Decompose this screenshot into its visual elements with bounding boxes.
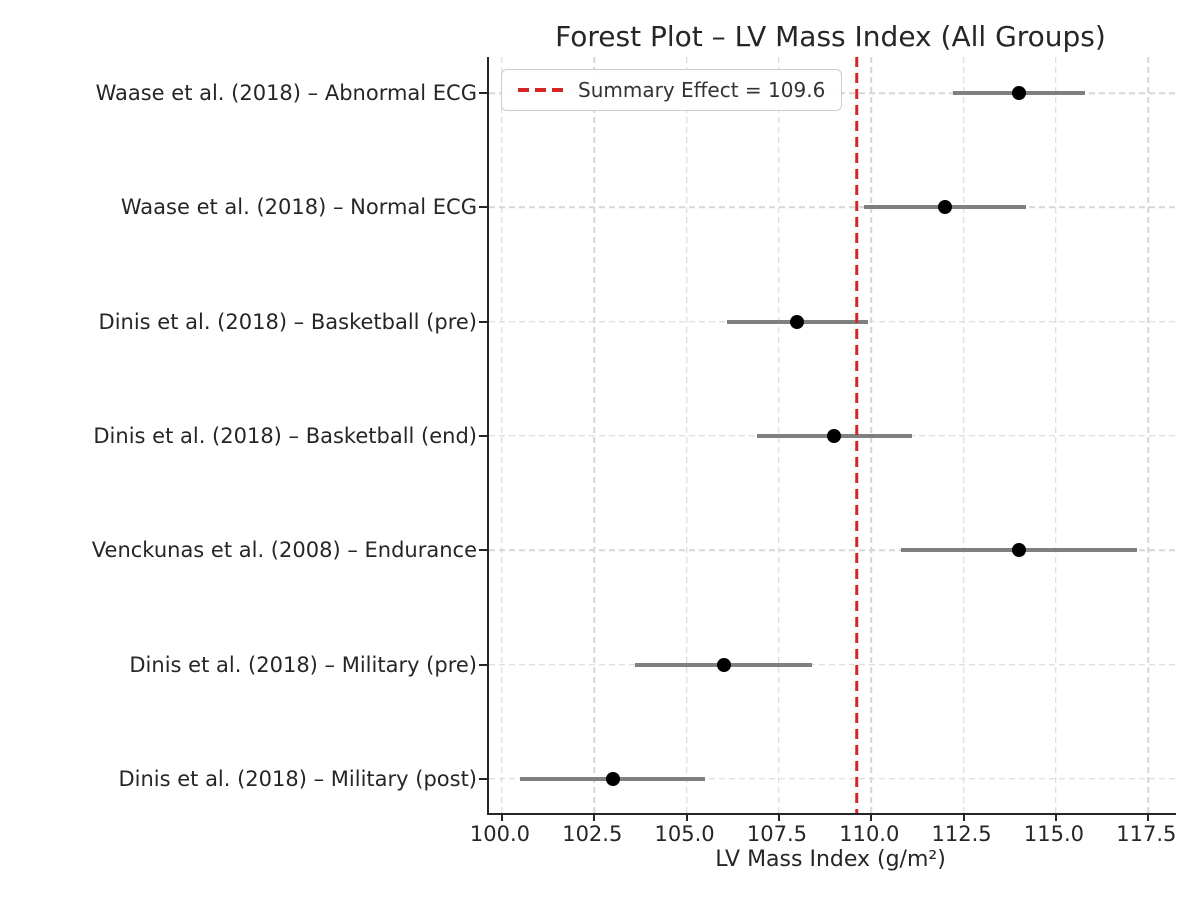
- x-tick-label: 110.0: [839, 822, 900, 846]
- summary-effect-line: [854, 57, 859, 813]
- y-tick-mark: [479, 206, 487, 209]
- mean-marker: [827, 428, 842, 443]
- x-tick-label: 102.5: [562, 822, 623, 846]
- x-tick-mark: [685, 813, 688, 821]
- mean-marker: [938, 200, 953, 215]
- v-gridline: [962, 57, 965, 813]
- x-tick-label: 107.5: [746, 822, 807, 846]
- summary-line-legend-swatch: [518, 88, 563, 92]
- x-tick-mark: [500, 813, 503, 821]
- y-tick-mark: [479, 663, 487, 666]
- study-label: Dinis et al. (2018) – Military (post): [118, 766, 477, 791]
- x-tick-label: 115.0: [1023, 822, 1085, 846]
- x-tick-mark: [962, 813, 965, 821]
- study-label: Dinis et al. (2018) – Military (pre): [129, 652, 477, 677]
- x-tick-mark: [593, 813, 596, 821]
- h-gridline: [489, 663, 1176, 666]
- study-label: Waase et al. (2018) – Abnormal ECG: [95, 81, 477, 105]
- x-tick-mark: [870, 813, 873, 821]
- h-gridline: [489, 549, 1176, 552]
- h-gridline: [489, 778, 1176, 780]
- x-tick-mark: [1054, 813, 1057, 821]
- v-gridline: [593, 57, 596, 813]
- y-tick-mark: [479, 549, 487, 552]
- study-label: Dinis et al. (2018) – Basketball (end): [93, 423, 477, 448]
- y-tick-mark: [479, 92, 487, 94]
- study-label: Waase et al. (2018) – Normal ECG: [120, 195, 477, 220]
- x-tick-label: 100.0: [469, 822, 530, 846]
- chart-title: Forest Plot – LV Mass Index (All Groups): [555, 20, 1106, 53]
- x-tick-label: 112.5: [931, 822, 992, 846]
- mean-marker: [1012, 543, 1027, 558]
- legend: Summary Effect = 109.6: [501, 69, 843, 111]
- x-tick-label: 105.0: [654, 822, 715, 846]
- x-tick-mark: [777, 813, 780, 821]
- v-gridline: [1055, 57, 1057, 813]
- mean-marker: [1012, 86, 1027, 100]
- v-gridline: [501, 57, 503, 813]
- y-tick-mark: [479, 320, 487, 323]
- mean-marker: [790, 314, 805, 329]
- legend-label: Summary Effect = 109.6: [578, 78, 826, 102]
- plot-area: Summary Effect = 109.6: [479, 57, 1176, 821]
- study-label: Dinis et al. (2018) – Basketball (pre): [98, 309, 477, 334]
- v-gridline: [1147, 57, 1150, 813]
- mean-marker: [605, 771, 620, 786]
- h-gridline: [489, 206, 1176, 209]
- x-axis-label: LV Mass Index (g/m²): [715, 847, 946, 872]
- mean-marker: [716, 657, 731, 672]
- study-label: Venckunas et al. (2008) – Endurance: [91, 538, 477, 563]
- v-gridline: [685, 57, 688, 813]
- y-tick-mark: [479, 777, 487, 780]
- y-tick-mark: [479, 434, 487, 437]
- x-tick-mark: [1147, 813, 1150, 821]
- x-tick-label: 117.5: [1116, 822, 1177, 846]
